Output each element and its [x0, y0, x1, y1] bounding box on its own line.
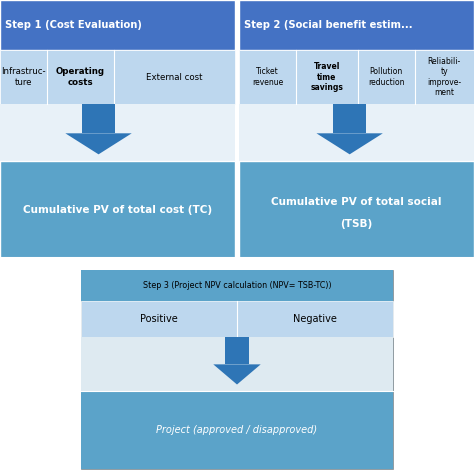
- Text: Infrastruc-
ture: Infrastruc- ture: [1, 67, 46, 87]
- Text: Step 1 (Cost Evaluation): Step 1 (Cost Evaluation): [5, 20, 142, 30]
- Bar: [239, 104, 474, 161]
- Text: External cost: External cost: [146, 73, 202, 82]
- Bar: [239, 161, 474, 258]
- Polygon shape: [82, 104, 115, 133]
- Polygon shape: [317, 133, 383, 155]
- Text: Step 3 (Project NPV calculation (NPV= TSB-TC)): Step 3 (Project NPV calculation (NPV= TS…: [143, 281, 331, 290]
- Polygon shape: [225, 337, 249, 365]
- Text: Step 2 (Social benefit estim...: Step 2 (Social benefit estim...: [244, 20, 413, 30]
- Bar: [239, 50, 474, 104]
- Text: Ticket
revenue: Ticket revenue: [252, 67, 283, 87]
- Bar: [0, 50, 235, 104]
- Text: Negative: Negative: [293, 314, 337, 324]
- Text: Pollution
reduction: Pollution reduction: [368, 67, 405, 87]
- Text: Project (approved / disapproved): Project (approved / disapproved): [156, 425, 318, 435]
- Text: (TSB): (TSB): [340, 219, 373, 229]
- Bar: [81, 270, 393, 301]
- Polygon shape: [213, 365, 261, 384]
- Text: Operating
costs: Operating costs: [56, 67, 105, 87]
- Bar: [239, 0, 474, 50]
- Bar: [81, 270, 393, 469]
- Bar: [81, 301, 393, 337]
- Text: Reliabili-
ty
improve-
ment: Reliabili- ty improve- ment: [428, 57, 461, 97]
- Bar: [0, 104, 235, 161]
- Text: Cumulative PV of total cost (TC): Cumulative PV of total cost (TC): [23, 205, 212, 215]
- Polygon shape: [333, 104, 366, 133]
- Text: Positive: Positive: [140, 314, 178, 324]
- Text: Cumulative PV of total social: Cumulative PV of total social: [272, 197, 442, 207]
- Polygon shape: [65, 133, 132, 155]
- Text: Travel
time
savings: Travel time savings: [310, 62, 344, 92]
- Bar: [81, 391, 393, 469]
- Bar: [0, 161, 235, 258]
- Bar: [81, 337, 393, 391]
- Bar: [0, 0, 235, 50]
